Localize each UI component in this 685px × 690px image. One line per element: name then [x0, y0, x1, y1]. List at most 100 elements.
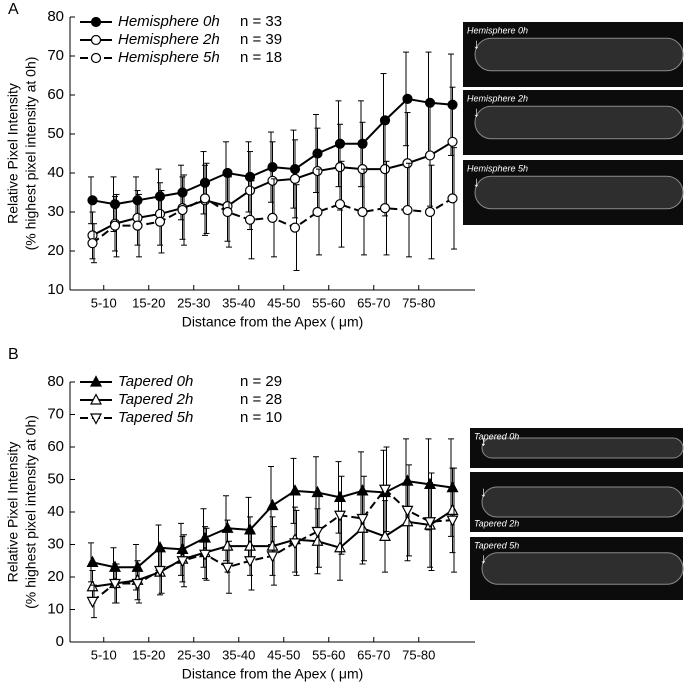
x-tick-label: 45-50: [267, 647, 300, 662]
point: [402, 204, 413, 216]
point: [379, 164, 391, 175]
point: [356, 513, 369, 526]
legend-n: n = 39: [240, 31, 282, 48]
y-tick-label: 80: [47, 373, 64, 390]
point: [379, 203, 391, 214]
y-axis-label: Relative Pixel Intensity: [5, 83, 21, 224]
image-label: Hemisphere 0h: [467, 25, 528, 35]
point: [446, 515, 459, 527]
point: [267, 212, 278, 223]
point: [334, 490, 346, 502]
point: [357, 206, 368, 218]
point: [109, 578, 121, 591]
legend-marker: [90, 375, 102, 387]
x-axis-label: Distance from the Apex ( μm): [182, 666, 364, 682]
x-tick-label: 25-30: [177, 295, 210, 310]
point: [424, 206, 436, 218]
y-tick-label: 30: [47, 203, 64, 220]
legend-n: n = 33: [240, 13, 282, 30]
legend-label: Tapered 5h: [118, 409, 193, 426]
y-tick-label: 70: [47, 47, 64, 64]
legend-marker: [90, 393, 102, 405]
x-tick-label: 35-40: [222, 647, 255, 662]
point: [154, 565, 166, 578]
x-axis-label: Distance from the Apex ( μm): [182, 314, 364, 330]
point: [311, 526, 324, 539]
x-tick-label: 5-10: [91, 647, 117, 662]
legend-marker: [90, 413, 102, 425]
y-tick-label: 20: [47, 242, 64, 259]
point: [424, 150, 436, 161]
point: [447, 193, 458, 204]
point: [289, 538, 301, 550]
y-axis-label: (% highest pixel intensity at 0h): [23, 57, 39, 251]
y-axis-label: (% highest pixel intensity at 0h): [23, 415, 39, 609]
point: [266, 539, 279, 551]
y-tick-label: 50: [47, 125, 64, 142]
cell-outline: [481, 486, 684, 518]
x-tick-label: 45-50: [267, 295, 300, 310]
cell-outline: [474, 37, 684, 72]
legend-label: Tapered 0h: [118, 373, 193, 390]
point: [447, 136, 458, 147]
point: [244, 185, 256, 196]
y-tick-label: 60: [47, 86, 64, 103]
arrow: ↓: [473, 173, 480, 189]
point: [311, 534, 324, 546]
y-tick-label: 40: [47, 164, 64, 181]
point: [356, 521, 369, 533]
x-tick-label: 15-20: [132, 647, 165, 662]
legend-n: n = 18: [240, 49, 282, 66]
point: [446, 503, 459, 515]
point: [154, 216, 166, 227]
point: [199, 193, 211, 204]
legend-marker: [90, 34, 102, 46]
point: [289, 484, 301, 496]
legend-label: Hemisphere 5h: [118, 49, 220, 66]
legend-label: Tapered 2h: [118, 391, 193, 408]
cell-outline: [474, 105, 684, 140]
point: [266, 498, 279, 511]
legend-label: Hemisphere 2h: [118, 31, 220, 48]
legend-marker: [90, 16, 102, 28]
y-axis-label: Relative Pixel Intensity: [5, 442, 21, 583]
y-tick-label: 10: [47, 600, 64, 617]
point: [401, 505, 414, 518]
image-label: Hemisphere 2h: [467, 93, 528, 103]
x-tick-label: 75-80: [402, 295, 435, 310]
point: [132, 220, 143, 231]
point: [176, 556, 189, 568]
point: [312, 206, 323, 218]
point: [244, 539, 256, 551]
point: [312, 165, 323, 177]
point: [131, 578, 144, 591]
y-tick-label: 30: [47, 535, 64, 552]
point: [109, 220, 121, 231]
legend-marker: [90, 52, 102, 64]
point: [379, 529, 391, 541]
point: [267, 175, 278, 186]
x-tick-label: 65-70: [357, 647, 390, 662]
point: [221, 539, 234, 551]
arrow: ↓: [473, 103, 480, 119]
panel-label: A: [8, 1, 19, 18]
point: [402, 93, 413, 105]
image-label: Hemisphere 5h: [467, 163, 528, 173]
point: [334, 510, 346, 523]
legend-label: Hemisphere 0h: [118, 13, 220, 30]
point: [87, 195, 98, 206]
point: [311, 485, 324, 498]
x-tick-label: 55-60: [312, 295, 345, 310]
point: [244, 556, 256, 568]
y-tick-label: 20: [47, 568, 64, 585]
point: [221, 562, 234, 575]
point: [86, 596, 99, 609]
point: [424, 517, 436, 529]
x-tick-label: 55-60: [312, 647, 345, 662]
arrow: ↓: [480, 484, 487, 500]
point: [87, 238, 98, 249]
point: [244, 214, 256, 225]
x-tick-label: 65-70: [357, 295, 390, 310]
point: [289, 222, 301, 233]
